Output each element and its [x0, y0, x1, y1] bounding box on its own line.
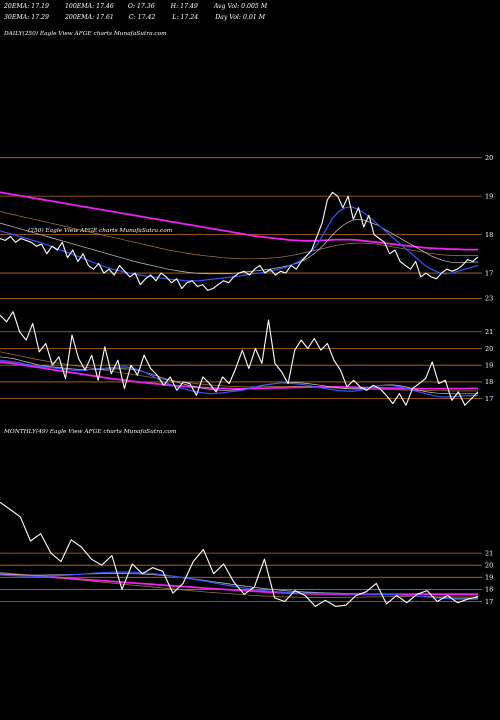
stat-close: C: 17.42 — [128, 14, 156, 21]
series-line-200ema — [0, 191, 478, 251]
y-tick-label: 19 — [485, 192, 493, 200]
stat-low: L: 17.24 — [172, 14, 199, 21]
header-row-1: 20EMA: 17.19 100EMA: 17.46 O: 17.36 H: 1… — [4, 3, 267, 10]
monthly-panel: 21 20 19 18 17 — [0, 501, 493, 607]
header-row-2: 30EMA: 17.29 200EMA: 17.61 C: 17.42 L: 1… — [4, 14, 265, 21]
stat-100ema: 100EMA: 17.46 — [64, 3, 114, 10]
stat-high: H: 17.49 — [170, 3, 198, 10]
y-tick-label: 21 — [485, 549, 493, 557]
y-tick-label: 20 — [485, 562, 493, 570]
y-tick-label: 17 — [485, 269, 493, 277]
stat-20ema: 20EMA: 17.19 — [4, 3, 49, 10]
series-line-20ema — [0, 206, 479, 282]
series-line-20ema — [0, 571, 478, 600]
y-tick-label: 17 — [485, 395, 493, 403]
y-tick-label: 20 — [485, 345, 493, 353]
y-tick-label: 18 — [485, 586, 493, 594]
series-line-price — [0, 501, 479, 607]
series-line-100ema — [0, 211, 478, 260]
y-tick-label: 19 — [485, 362, 493, 370]
series-line-100ema — [0, 351, 478, 392]
y-tick-label: 20 — [485, 154, 493, 162]
daily-caption: DAILY(250) Eagle View AFGE charts Munafa… — [3, 30, 167, 37]
stat-200ema: 200EMA: 17.61 — [64, 14, 114, 21]
y-tick-label: 18 — [485, 378, 493, 386]
series-line-20ema — [0, 359, 479, 398]
daily-panel: 20 19 18 17 — [0, 154, 493, 291]
series-line-200ema — [0, 361, 478, 390]
series-line-30ema — [0, 356, 478, 395]
y-tick-label: 18 — [485, 231, 493, 239]
y-tick-label: 23 — [485, 295, 493, 303]
stat-avg-vol: Avg Vol: 0.005 M — [213, 3, 268, 10]
series-line-200ema — [0, 572, 478, 596]
series-line-price — [0, 311, 479, 406]
y-tick-label: 21 — [485, 328, 493, 336]
stat-day-vol: Day Vol: 0.01 M — [215, 14, 266, 21]
stat-30ema: 30EMA: 17.29 — [4, 14, 49, 21]
overlay-caption: (250) Eagle View AFGE charts MunafaSutra… — [28, 227, 173, 234]
stat-open: O: 17.36 — [127, 3, 155, 10]
y-tick-label: 19 — [485, 574, 493, 582]
y-tick-label: 17 — [485, 598, 493, 606]
monthly-caption: MONTHLY(49) Eagle View AFGE charts Munaf… — [3, 428, 177, 435]
series-line-price — [0, 191, 479, 291]
overlay-panel: 23 21 20 19 18 17 — [0, 295, 493, 406]
